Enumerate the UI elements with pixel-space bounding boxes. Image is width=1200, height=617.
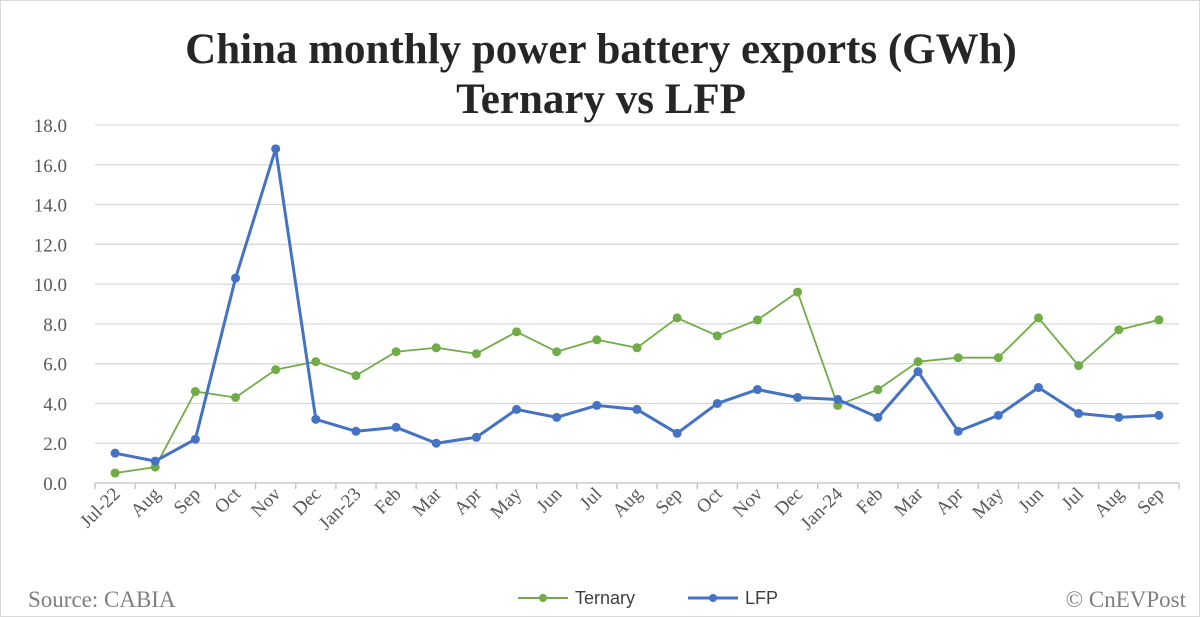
data-point-lfp	[512, 404, 522, 414]
data-point-ternary	[190, 387, 200, 397]
x-tick-label: Apr	[450, 483, 486, 519]
x-tick-label: Mar	[409, 483, 447, 521]
data-point-ternary	[632, 343, 642, 353]
data-point-ternary	[672, 313, 682, 323]
data-point-lfp	[873, 412, 883, 422]
legend-ternary-marker	[539, 594, 547, 602]
data-point-ternary	[1114, 325, 1124, 335]
credit-note: © CnEVPost	[1066, 587, 1187, 612]
data-point-ternary	[271, 365, 281, 375]
data-point-lfp	[231, 273, 241, 283]
y-tick-label: 18.0	[34, 116, 67, 137]
data-point-ternary	[712, 331, 722, 341]
data-point-lfp	[1114, 412, 1124, 422]
legend: Ternary LFP	[518, 588, 778, 608]
data-point-lfp	[752, 385, 762, 395]
data-point-lfp	[993, 410, 1003, 420]
data-point-lfp	[391, 422, 401, 432]
x-tick-label: Nov	[729, 483, 767, 521]
data-point-lfp	[110, 448, 120, 458]
y-tick-label: 2.0	[43, 434, 67, 455]
data-point-lfp	[431, 438, 441, 448]
x-tick-label: Mar	[890, 483, 928, 521]
data-point-lfp	[833, 394, 843, 404]
data-point-ternary	[110, 468, 120, 478]
data-point-ternary	[231, 392, 241, 402]
data-point-lfp	[311, 414, 321, 424]
y-tick-label: 6.0	[43, 355, 67, 376]
data-point-ternary	[512, 327, 522, 337]
data-point-ternary	[993, 353, 1003, 363]
data-point-ternary	[873, 385, 883, 395]
y-tick-label: 0.0	[43, 474, 67, 495]
legend-lfp-label: LFP	[745, 588, 778, 608]
x-tick-label: Jan-24	[797, 483, 848, 534]
data-point-ternary	[752, 315, 762, 325]
y-tick-label: 12.0	[34, 235, 67, 256]
data-point-lfp	[552, 412, 562, 422]
data-point-lfp	[351, 426, 361, 436]
x-tick-label: Nov	[247, 483, 285, 521]
source-note: Source: CABIA	[28, 587, 176, 612]
x-tick-label: Aug	[127, 483, 165, 521]
data-point-lfp	[1033, 383, 1043, 393]
data-point-lfp	[913, 367, 923, 377]
legend-lfp-marker	[709, 594, 717, 602]
y-tick-label: 10.0	[34, 275, 67, 296]
data-point-ternary	[592, 335, 602, 345]
x-tick-label: Aug	[609, 483, 647, 521]
x-tick-label: Jul	[576, 484, 607, 515]
x-tick-label: Apr	[932, 483, 968, 519]
data-point-lfp	[471, 432, 481, 442]
data-point-ternary	[953, 353, 963, 363]
data-point-lfp	[793, 392, 803, 402]
data-point-ternary	[471, 349, 481, 359]
data-point-lfp	[271, 144, 281, 154]
data-point-lfp	[672, 428, 682, 438]
chart-title: China monthly power battery exports (GWh…	[185, 26, 1017, 73]
data-point-ternary	[431, 343, 441, 353]
x-tick-label: Jan-23	[315, 484, 366, 535]
data-point-ternary	[793, 287, 803, 297]
data-point-ternary	[1033, 313, 1043, 323]
data-point-lfp	[1154, 410, 1164, 420]
y-tick-label: 4.0	[43, 394, 67, 415]
legend-ternary-label: Ternary	[575, 588, 635, 608]
data-point-lfp	[150, 456, 160, 466]
x-tick-label: Aug	[1090, 483, 1128, 521]
x-tick-label: Jul-22	[76, 484, 124, 532]
data-point-lfp	[1074, 408, 1084, 418]
data-point-ternary	[1074, 361, 1084, 371]
x-tick-label: May	[487, 483, 527, 523]
x-tick-label: May	[968, 483, 1008, 523]
data-point-lfp	[592, 400, 602, 410]
y-tick-label: 14.0	[34, 196, 67, 217]
data-point-lfp	[712, 398, 722, 408]
data-point-ternary	[552, 347, 562, 357]
chart-subtitle: Ternary vs LFP	[456, 76, 746, 123]
data-point-lfp	[632, 404, 642, 414]
x-tick-label: Jun	[533, 483, 567, 517]
y-tick-label: 8.0	[43, 315, 67, 336]
data-point-lfp	[190, 434, 200, 444]
series-line-ternary	[114, 291, 1160, 474]
y-tick-label: 16.0	[34, 156, 67, 177]
data-point-ternary	[913, 357, 923, 367]
data-point-ternary	[351, 371, 361, 381]
data-point-ternary	[1154, 315, 1164, 325]
data-point-ternary	[391, 347, 401, 357]
data-point-ternary	[311, 357, 321, 367]
x-tick-label: Jul	[1058, 484, 1089, 515]
data-point-lfp	[953, 426, 963, 436]
x-tick-label: Jun	[1014, 483, 1048, 517]
